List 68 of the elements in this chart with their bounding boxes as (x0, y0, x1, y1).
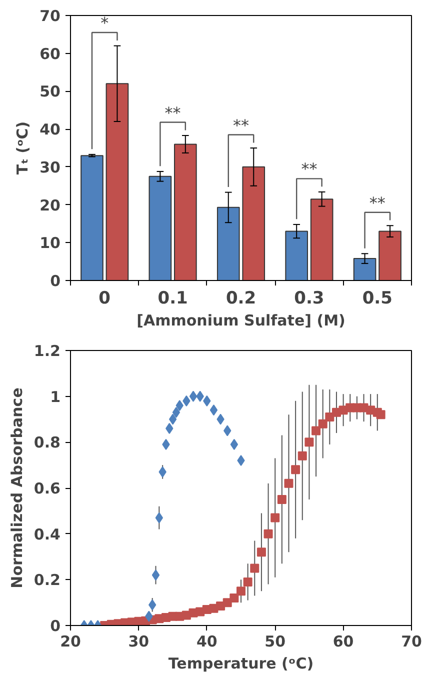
x-tick-label: 60 (332, 632, 354, 650)
y-tick-label: 30 (40, 158, 60, 176)
point (256, 548, 266, 557)
bar (310, 198, 334, 280)
y-tick-label: 70 (40, 7, 60, 25)
point (312, 426, 321, 436)
bar (216, 206, 240, 280)
y-tick-label: 0 (50, 272, 60, 290)
point (325, 412, 334, 422)
bar (285, 230, 308, 280)
y-tick-label: 1 (50, 388, 60, 406)
point (210, 404, 218, 416)
point (168, 414, 177, 425)
bar (242, 166, 266, 280)
point (152, 570, 160, 581)
point (277, 494, 286, 504)
y-tick-label: 0 (50, 617, 60, 635)
x-tick-label: 0.1 (158, 288, 188, 308)
point (176, 400, 184, 411)
annotation: * (100, 14, 109, 33)
y-tick-label: 0.6 (34, 480, 61, 498)
x-tick-label: 50 (264, 632, 286, 650)
annotation: ** (369, 193, 386, 212)
point (250, 564, 260, 573)
point (304, 438, 314, 447)
point (264, 529, 273, 538)
point (189, 390, 198, 402)
x-tick-label: 70 (401, 632, 422, 650)
y-tick-label: 50 (40, 82, 60, 101)
y-tick-label: 0.8 (34, 434, 61, 452)
x-tick-label: 0 (98, 288, 111, 308)
y-tick-label: 1.2 (34, 342, 61, 360)
annotation: ** (233, 116, 249, 135)
y-tick-label: 10 (40, 234, 60, 252)
y-tick-label: 20 (40, 196, 60, 214)
point (291, 465, 300, 474)
point (236, 586, 246, 596)
point (318, 419, 328, 428)
bar (353, 258, 376, 280)
point (270, 513, 280, 522)
point (230, 438, 238, 450)
annotation: ** (164, 103, 181, 122)
y-tick-label: 0.4 (34, 525, 61, 544)
point (230, 594, 239, 602)
y-axis-title: Tₜ (ᵒC) (14, 121, 32, 175)
annotation: ** (301, 160, 318, 179)
x-axis-title: [Ammonium Sulfate] (M) (136, 312, 346, 330)
y-tick-label: 40 (40, 120, 60, 139)
x-tick-label: 0.3 (294, 288, 324, 308)
y-axis-title: Normalized Absorbance (8, 388, 26, 588)
bar (174, 144, 197, 280)
y-tick-label: 0.2 (34, 571, 61, 590)
point (284, 478, 294, 488)
x-axis-title: Temperature (ᵒC) (168, 654, 314, 672)
point (172, 406, 180, 418)
x-tick-label: 30 (128, 632, 150, 650)
point (376, 410, 386, 420)
bar (106, 83, 129, 280)
point (243, 577, 252, 586)
y-tick-label: 60 (40, 44, 60, 63)
bar (80, 155, 104, 280)
x-tick-label: 0.2 (226, 288, 256, 308)
bar (378, 230, 402, 280)
point (237, 455, 245, 466)
x-tick-label: 40 (196, 632, 218, 650)
point (298, 451, 307, 460)
bar (148, 176, 172, 280)
x-tick-label: 0.5 (362, 288, 392, 308)
